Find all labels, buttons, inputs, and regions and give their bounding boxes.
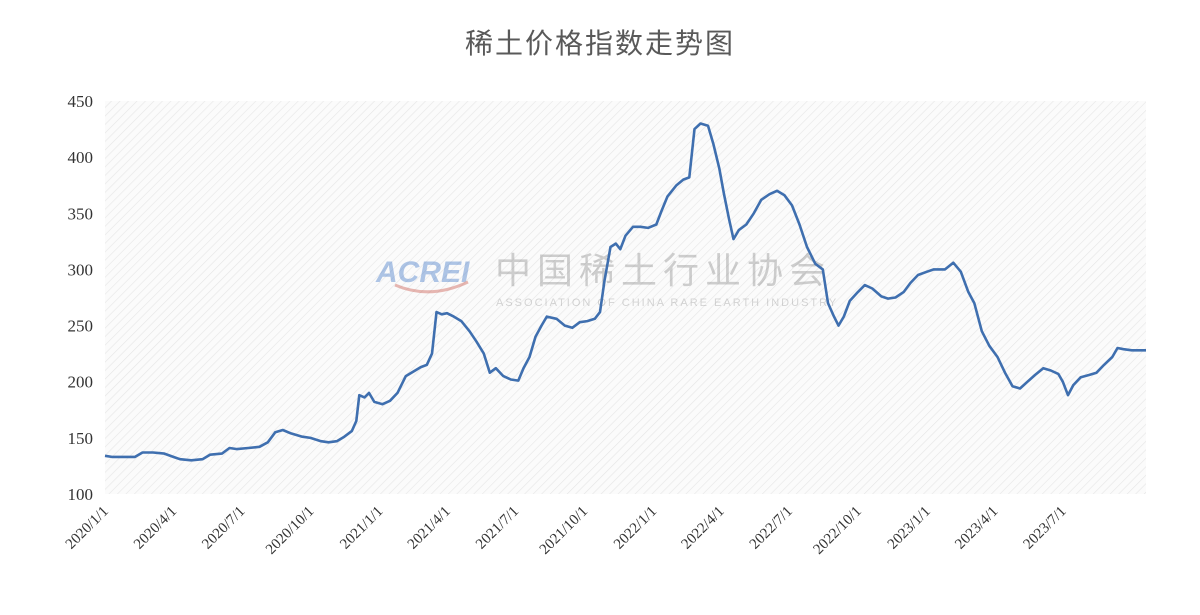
y-tick-label: 150 [68, 429, 94, 448]
x-tick-label: 2022/1/1 [611, 504, 660, 553]
x-tick-label: 2020/7/1 [199, 504, 248, 553]
x-tick-label: 2020/10/1 [263, 504, 317, 558]
chart-title: 稀土价格指数走势图 [464, 27, 735, 60]
x-tick-label: 2021/4/1 [405, 504, 454, 553]
y-tick-label: 350 [68, 204, 94, 223]
x-tick-label: 2021/10/1 [537, 504, 591, 558]
x-tick-label: 2021/1/1 [337, 504, 386, 553]
y-tick-label: 300 [68, 260, 94, 279]
x-axis: 2020/1/1 2020/4/1 2020/7/1 2020/10/1 2021/1/… [63, 504, 1070, 558]
x-tick-label: 2023/4/1 [952, 504, 1001, 553]
x-tick-label: 2021/7/1 [473, 504, 522, 553]
watermark-cn-name: 中国稀土行业协会 [495, 251, 831, 292]
y-tick-label: 250 [68, 317, 94, 336]
y-tick-label: 200 [68, 373, 94, 392]
x-tick-label: 2022/4/1 [679, 504, 728, 553]
x-tick-label: 2022/10/1 [810, 504, 864, 558]
y-tick-label: 450 [68, 92, 94, 111]
series-line [104, 122, 1146, 462]
x-tick-label: 2023/7/1 [1021, 504, 1070, 553]
series-layer [104, 122, 1146, 462]
y-axis: 100 150 200 250 300 350 400 450 [68, 92, 94, 504]
x-tick-label: 2022/7/1 [747, 504, 796, 553]
x-tick-label: 2020/1/1 [63, 504, 112, 553]
x-tick-label: 2023/1/1 [885, 504, 934, 553]
y-tick-label: 100 [68, 485, 94, 504]
x-tick-label: 2020/4/1 [131, 504, 180, 553]
watermark-en-name: ASSOCIATION OF CHINA RARE EARTH INDUSTRY [496, 297, 838, 309]
acrei-watermark-logo: ACREI 中国稀土行业协会 ASSOCIATION OF CHINA RARE… [375, 251, 838, 309]
y-tick-label: 400 [68, 148, 94, 167]
watermark-brand: ACREI [375, 256, 470, 289]
